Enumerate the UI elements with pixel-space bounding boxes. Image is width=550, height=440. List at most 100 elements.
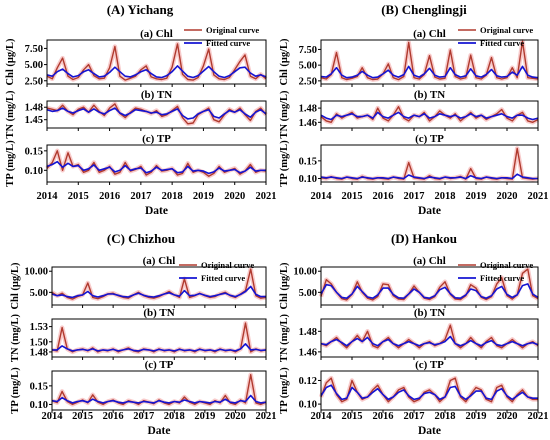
y-tick-label: 2.50	[25, 76, 43, 87]
subplot-chl: 5.00 10.00 (a) Chl Chl (μg/L)	[279, 255, 540, 310]
y-tick-label: 1.48	[30, 347, 48, 358]
x-tick-label: 2019	[466, 411, 487, 422]
panel-yichang: (A) Yichang 2.50 5.00 7.50 (a) Chl Chl (μg/L)…	[5, 2, 277, 217]
fitted-curve-line	[320, 335, 539, 347]
y-tick-label: 1.46	[299, 347, 317, 358]
x-tick-label: 2016	[103, 411, 124, 422]
subplot-tp: 0.10 0.12 2014 2015 2016 2017 2018 2019 2020 2021…	[279, 359, 549, 422]
subplot-frame	[46, 100, 267, 129]
fitted-curve-line	[51, 285, 266, 299]
subplot-tp: 0.10 0.15 2014 2015 2016 2017 2018 2019 2020 2021…	[279, 133, 549, 202]
original-curve-line	[320, 105, 539, 124]
y-axis-label: TN (mg/L)	[10, 313, 21, 362]
y-tick-label: 7.50	[299, 45, 317, 56]
legend-original-label: Original curve	[480, 260, 533, 270]
x-tick-label: 2021	[528, 191, 549, 202]
subplot-frame	[320, 39, 539, 85]
x-tick-label: 2021	[256, 191, 277, 202]
subplot-frame	[51, 266, 267, 306]
x-tick-label: 2020	[497, 411, 518, 422]
legend-fitted-label: Fitted curve	[480, 273, 524, 283]
fitted-curve-line	[320, 283, 539, 300]
y-tick-label: 5.00	[299, 288, 317, 299]
original-curve-line	[320, 40, 539, 81]
subplot-frame	[51, 370, 267, 411]
fitted-curve-line	[51, 394, 267, 404]
subplot-title: (c) TP	[145, 359, 174, 371]
original-curve-line	[320, 324, 539, 349]
x-tick-label: 2017	[133, 411, 154, 422]
y-axis-label: TN (mg/L)	[279, 90, 290, 139]
y-tick-label: 7.50	[25, 44, 43, 55]
subplot-frame	[320, 318, 539, 358]
legend: Original curve Fitted curve	[179, 260, 254, 283]
panel-title: (D) Hankou	[391, 231, 457, 246]
legend-fitted-label: Fitted curve	[206, 38, 250, 48]
subplot-chl: 2.50 5.00 7.50 (a) Chl Chl (μg/L)	[5, 28, 268, 87]
x-tick-label: 2014	[311, 411, 333, 422]
y-tick-label: 0.10	[299, 400, 317, 411]
subplot-title: (c) TP	[142, 133, 171, 145]
legend-original-label: Original curve	[480, 25, 533, 35]
fitted-curve-line	[52, 342, 267, 352]
x-tick-label: 2014	[37, 191, 59, 202]
original-curve-band	[46, 101, 268, 127]
legend-original-label: Original curve	[201, 260, 254, 270]
x-tick-label: 2015	[72, 411, 93, 422]
x-tick-label: 2015	[342, 411, 363, 422]
original-curve-line	[46, 43, 267, 81]
subplot-tp: 0.10 0.15 2014 2015 2016 2017 2018 2019 2020 2021…	[5, 133, 277, 202]
x-tick-label: 2019	[194, 411, 215, 422]
y-axis-label: TP (mg/L)	[279, 140, 290, 187]
x-tick-label: 2016	[99, 191, 120, 202]
legend-fitted-label: Fitted curve	[480, 38, 524, 48]
y-tick-label: 1.45	[25, 115, 43, 126]
y-axis-label: TP (mg/L)	[10, 367, 21, 414]
subplot-title: (c) TP	[415, 359, 444, 371]
subplot-title: (a) Chl	[413, 28, 446, 40]
subplot-tn: 1.451.48 (b) TN TN (mg/L)	[5, 89, 268, 139]
subplot-title: (a) Chl	[143, 255, 176, 267]
x-tick-label: 2016	[373, 191, 394, 202]
subplot-frame	[51, 318, 267, 358]
fitted-curve-line	[320, 111, 539, 121]
x-tick-label: 2014	[42, 411, 64, 422]
original-curve-line	[46, 103, 267, 125]
y-tick-label: 1.46	[299, 118, 317, 129]
y-axis-label: TP (mg/L)	[279, 367, 290, 414]
original-curve-band	[320, 146, 539, 182]
y-tick-label: 10.00	[293, 267, 317, 278]
x-tick-label: 2017	[404, 191, 425, 202]
subplot-chl: 5.00 10.00 (a) Chl Chl (μg/L)	[10, 255, 267, 310]
y-tick-label: 5.00	[299, 61, 317, 72]
x-tick-label: 2018	[162, 191, 183, 202]
x-tick-label: 2019	[193, 191, 214, 202]
subplot-frame	[320, 100, 539, 129]
y-tick-label: 5.00	[30, 288, 48, 299]
fitted-curve-line	[320, 384, 538, 401]
legend: Original curve Fitted curve	[458, 25, 533, 48]
x-tick-label: 2018	[435, 411, 456, 422]
x-axis-label: Date	[148, 425, 171, 437]
subplot-title: (a) Chl	[140, 28, 173, 40]
panel-title: (B) Chenglingji	[381, 2, 467, 17]
x-axis-label: Date	[418, 205, 441, 217]
x-tick-label: 2015	[342, 191, 363, 202]
x-tick-label: 2021	[256, 411, 277, 422]
y-tick-label: 1.50	[30, 337, 48, 348]
subplot-title: (b) TN	[414, 307, 445, 319]
subplot-title: (b) TN	[141, 89, 172, 101]
subplot-tn: 1.481.50 1.53 (b) TN TN (mg/L)	[10, 307, 267, 362]
legend-fitted-label: Fitted curve	[201, 273, 245, 283]
fitted-curve-line	[46, 160, 266, 175]
legend: Original curve Fitted curve	[458, 260, 533, 283]
subplot-chl: 2.50 5.00 7.50 (a) Chl Chl (μg/L)	[279, 28, 539, 87]
subplot-title: (c) TP	[415, 133, 444, 145]
x-tick-label: 2018	[164, 411, 185, 422]
y-axis-label: Chl (μg/L)	[5, 38, 16, 86]
y-tick-label: 0.10	[30, 400, 48, 411]
y-tick-label: 0.10	[25, 166, 43, 177]
y-axis-label: Chl (μg/L)	[279, 262, 290, 310]
